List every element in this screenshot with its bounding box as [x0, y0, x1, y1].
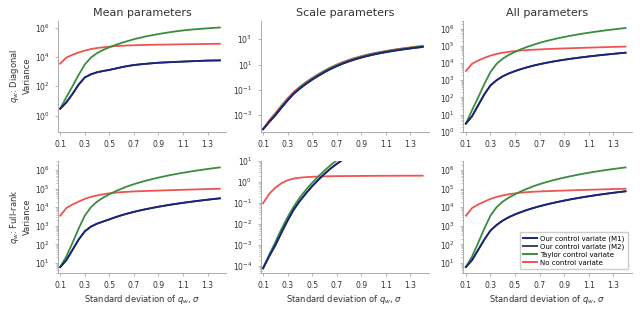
- X-axis label: Standard deviation of $q_w$, $\sigma$: Standard deviation of $q_w$, $\sigma$: [287, 293, 403, 306]
- Y-axis label: $q_w$: Full-rank
Variance: $q_w$: Full-rank Variance: [8, 190, 32, 244]
- Title: Mean parameters: Mean parameters: [93, 8, 191, 18]
- X-axis label: Standard deviation of $q_w$, $\sigma$: Standard deviation of $q_w$, $\sigma$: [84, 293, 200, 306]
- X-axis label: Standard deviation of $q_w$, $\sigma$: Standard deviation of $q_w$, $\sigma$: [490, 293, 606, 306]
- Title: Scale parameters: Scale parameters: [296, 8, 394, 18]
- Y-axis label: $q_w$: Diagonal
Variance: $q_w$: Diagonal Variance: [8, 49, 32, 103]
- Legend: Our control variate (M1), Our control variate (M2), Taylor control variate, No c: Our control variate (M1), Our control va…: [520, 232, 628, 269]
- Title: All parameters: All parameters: [506, 8, 589, 18]
